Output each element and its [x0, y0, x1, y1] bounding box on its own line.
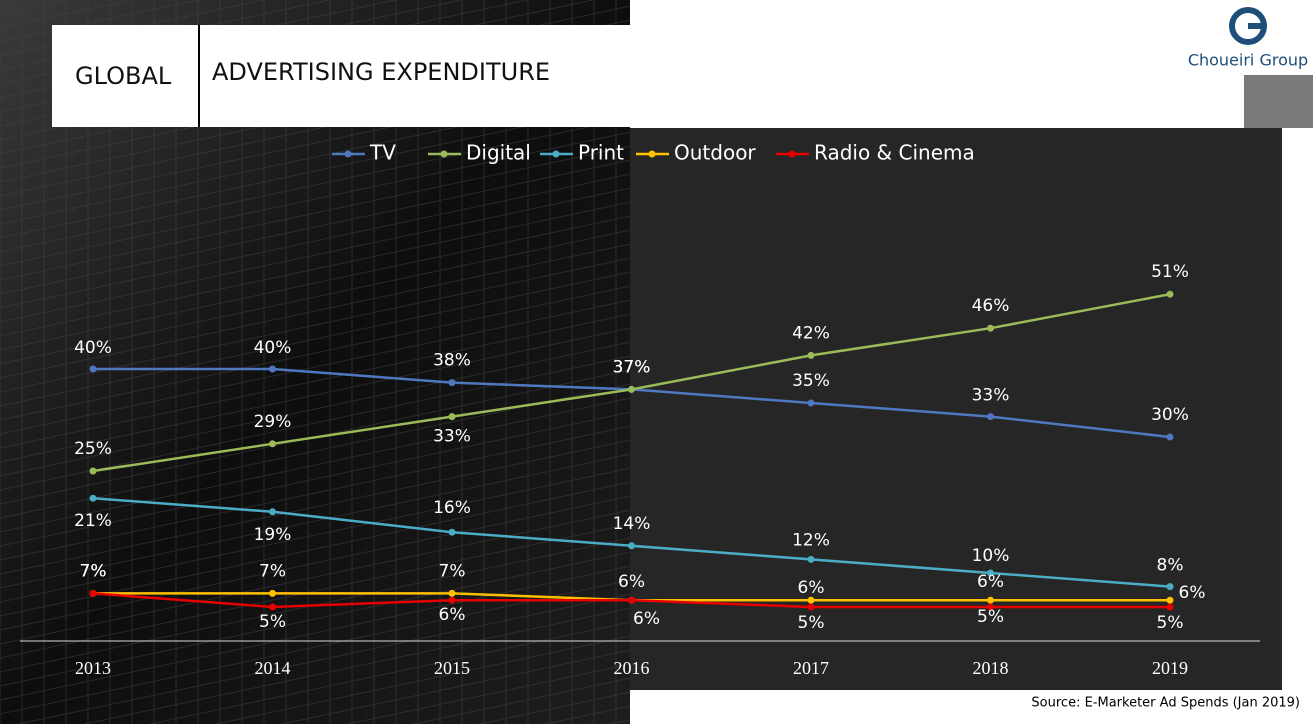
- data-label: 33%: [433, 427, 471, 447]
- data-label: 5%: [259, 612, 286, 632]
- source: Source: E-Marketer Ad Spends (Jan 2019): [1031, 696, 1300, 711]
- data-label: 6%: [439, 605, 466, 625]
- data-point: [987, 603, 994, 611]
- data-label: 51%: [1151, 262, 1189, 282]
- x-tick-label: 2015: [434, 658, 470, 678]
- data-label: 6%: [618, 572, 645, 592]
- data-point: [987, 596, 994, 604]
- corner-block: [1244, 75, 1313, 128]
- data-point: [1166, 583, 1174, 591]
- data-point: [1166, 433, 1174, 441]
- logo: Choueiri Group: [1188, 7, 1308, 70]
- data-point: [1166, 603, 1174, 611]
- data-point: [987, 569, 994, 577]
- data-label: 5%: [977, 607, 1004, 627]
- x-tick-label: 2017: [793, 658, 829, 678]
- data-label: 37%: [613, 357, 651, 377]
- data-point: [807, 351, 815, 359]
- data-label: 7%: [80, 561, 107, 581]
- legend-label: Radio & Cinema: [814, 141, 975, 165]
- data-label: 6%: [977, 572, 1004, 592]
- data-point: [89, 494, 97, 502]
- data-label: 7%: [259, 561, 286, 581]
- data-label: 29%: [254, 412, 292, 432]
- data-point: [269, 603, 276, 611]
- data-label: 5%: [798, 613, 825, 633]
- data-point: [269, 589, 276, 597]
- data-point: [807, 596, 815, 604]
- data-label: 10%: [972, 546, 1010, 566]
- data-label: 40%: [254, 338, 292, 358]
- legend-label: TV: [369, 141, 396, 165]
- data-label: 16%: [433, 498, 471, 518]
- legend-label: Print: [578, 141, 624, 165]
- data-point: [269, 440, 276, 448]
- legend-label: Outdoor: [674, 141, 756, 165]
- data-point: [448, 596, 456, 604]
- x-tick-label: 2016: [614, 658, 650, 678]
- legend-dot: [344, 150, 352, 158]
- data-label: 25%: [74, 439, 112, 459]
- data-label: 5%: [1157, 613, 1184, 633]
- data-label: 30%: [1151, 405, 1189, 425]
- data-point: [89, 365, 97, 373]
- data-point: [89, 589, 97, 597]
- legend-dot: [440, 150, 448, 158]
- data-label: 21%: [74, 511, 112, 531]
- data-label: 6%: [633, 609, 660, 629]
- legend-dot: [648, 150, 656, 158]
- data-point: [628, 542, 635, 550]
- plot: 2013 2014 2015 2016 2017 2018 2019 TV Digital Pri…: [74, 141, 1205, 679]
- data-label: 37%: [613, 357, 651, 377]
- data-point: [628, 385, 635, 393]
- chart-panel: [630, 128, 1282, 690]
- data-label: 8%: [1157, 556, 1184, 576]
- legend-dot: [552, 150, 560, 158]
- data-label: 7%: [80, 561, 107, 581]
- data-point: [269, 508, 276, 516]
- data-point: [448, 589, 456, 597]
- data-point: [89, 467, 97, 475]
- data-point: [987, 324, 994, 332]
- data-point: [1166, 596, 1174, 604]
- data-label: 7%: [439, 561, 466, 581]
- data-point: [269, 365, 276, 373]
- data-point: [987, 413, 994, 421]
- data-label: 12%: [792, 530, 830, 550]
- header-title: ADVERTISING EXPENDITURE: [212, 58, 550, 86]
- data-point: [1166, 290, 1174, 298]
- data-point: [448, 379, 456, 387]
- data-point: [807, 555, 815, 563]
- data-label: 35%: [792, 371, 830, 391]
- logo-bar: [1248, 23, 1266, 29]
- data-label: 19%: [254, 525, 292, 545]
- data-label: 33%: [972, 386, 1010, 406]
- data-point: [807, 399, 815, 407]
- x-tick-label: 2013: [75, 658, 111, 678]
- x-tick-label: 2014: [255, 658, 291, 678]
- data-point: [807, 603, 815, 611]
- data-point: [628, 596, 635, 604]
- x-tick-label: 2018: [973, 658, 1009, 678]
- data-label: 14%: [613, 514, 651, 534]
- logo-text: Choueiri Group: [1188, 51, 1308, 70]
- data-label: 40%: [74, 338, 112, 358]
- data-point: [448, 528, 456, 536]
- header-box: [52, 25, 630, 127]
- data-label: 6%: [798, 578, 825, 598]
- data-label: 46%: [972, 296, 1010, 316]
- header-left: GLOBAL: [75, 62, 172, 90]
- legend-dot: [788, 150, 796, 158]
- legend-label: Digital: [466, 141, 531, 165]
- data-point: [448, 413, 456, 421]
- data-label: 6%: [1179, 583, 1206, 603]
- data-label: 42%: [792, 323, 830, 343]
- x-tick-label: 2019: [1152, 658, 1188, 678]
- data-label: 38%: [433, 351, 471, 371]
